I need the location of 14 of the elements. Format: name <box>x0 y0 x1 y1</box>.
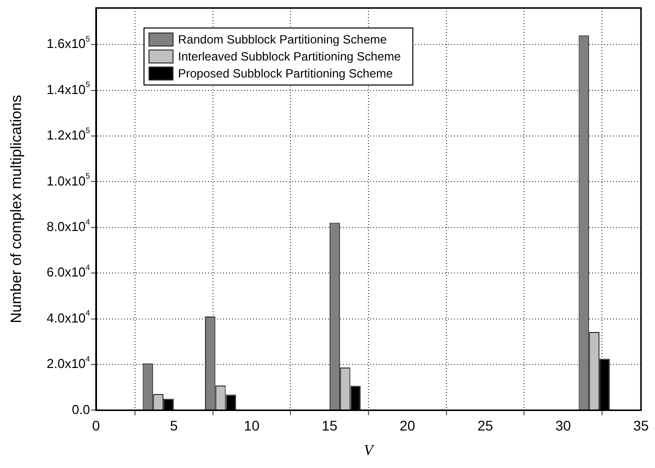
x-tick-label: 0 <box>92 417 100 434</box>
y-axis-title: Number of complex multiplications <box>8 94 26 324</box>
x-tick-label: 30 <box>555 417 572 434</box>
x-tick-label: 20 <box>400 417 416 434</box>
x-tick-label: 15 <box>322 417 338 434</box>
y-tick-label: 0.0 <box>72 402 90 417</box>
legend-label: Random Subblock Partitioning Scheme <box>178 32 388 46</box>
x-axis-title: V <box>364 442 375 459</box>
x-tick-label: 10 <box>244 417 260 434</box>
x-tick-label: 25 <box>477 417 494 434</box>
legend-label: Proposed Subblock Partitioning Scheme <box>178 66 394 80</box>
x-tick-label: 5 <box>170 417 178 434</box>
legend-label: Interleaved Subblock Partitioning Scheme <box>178 49 402 64</box>
x-tick-label: 35 <box>633 417 649 434</box>
